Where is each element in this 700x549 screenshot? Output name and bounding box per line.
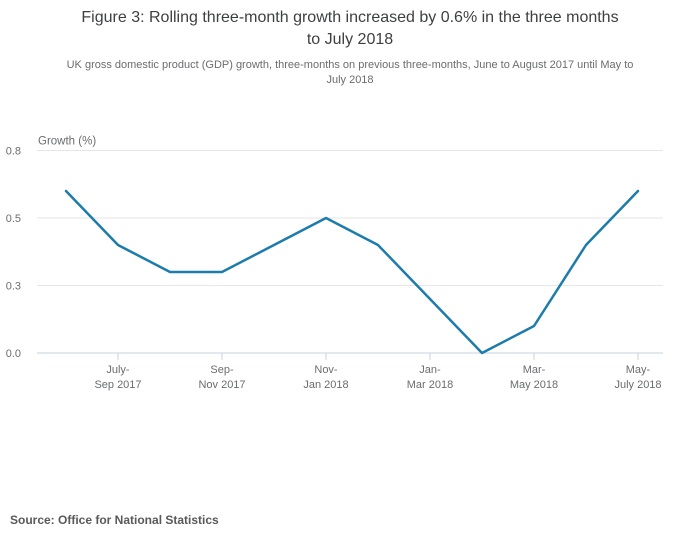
x-tick-label: Sep-Nov 2017: [198, 364, 245, 391]
chart-subtitle: UK gross domestic product (GDP) growth, …: [66, 59, 634, 86]
y-tick-label: 0.3: [6, 281, 21, 293]
x-tick-label: May-July 2018: [614, 364, 661, 391]
x-tick-label: July-Sep 2017: [94, 364, 141, 391]
x-tick-label: Jan-Mar 2018: [407, 364, 453, 391]
x-tick-label: Nov-Jan 2018: [303, 364, 348, 391]
y-tick-label: 0.8: [6, 146, 21, 158]
y-axis-title: Growth (%): [38, 136, 96, 148]
y-tick-label: 0.5: [6, 213, 21, 225]
y-tick-label: 0.0: [6, 348, 21, 360]
x-tick-label: Mar-May 2018: [510, 364, 558, 391]
data-line: [64, 189, 640, 355]
source-note: Source: Office for National Statistics: [10, 513, 219, 527]
chart-title: Figure 3: Rolling three-month growth inc…: [81, 9, 619, 48]
line-chart: 0.0 0.3 0.5 0.8 Growth (%) July-Sep 2017 Sep-N…: [6, 136, 663, 391]
